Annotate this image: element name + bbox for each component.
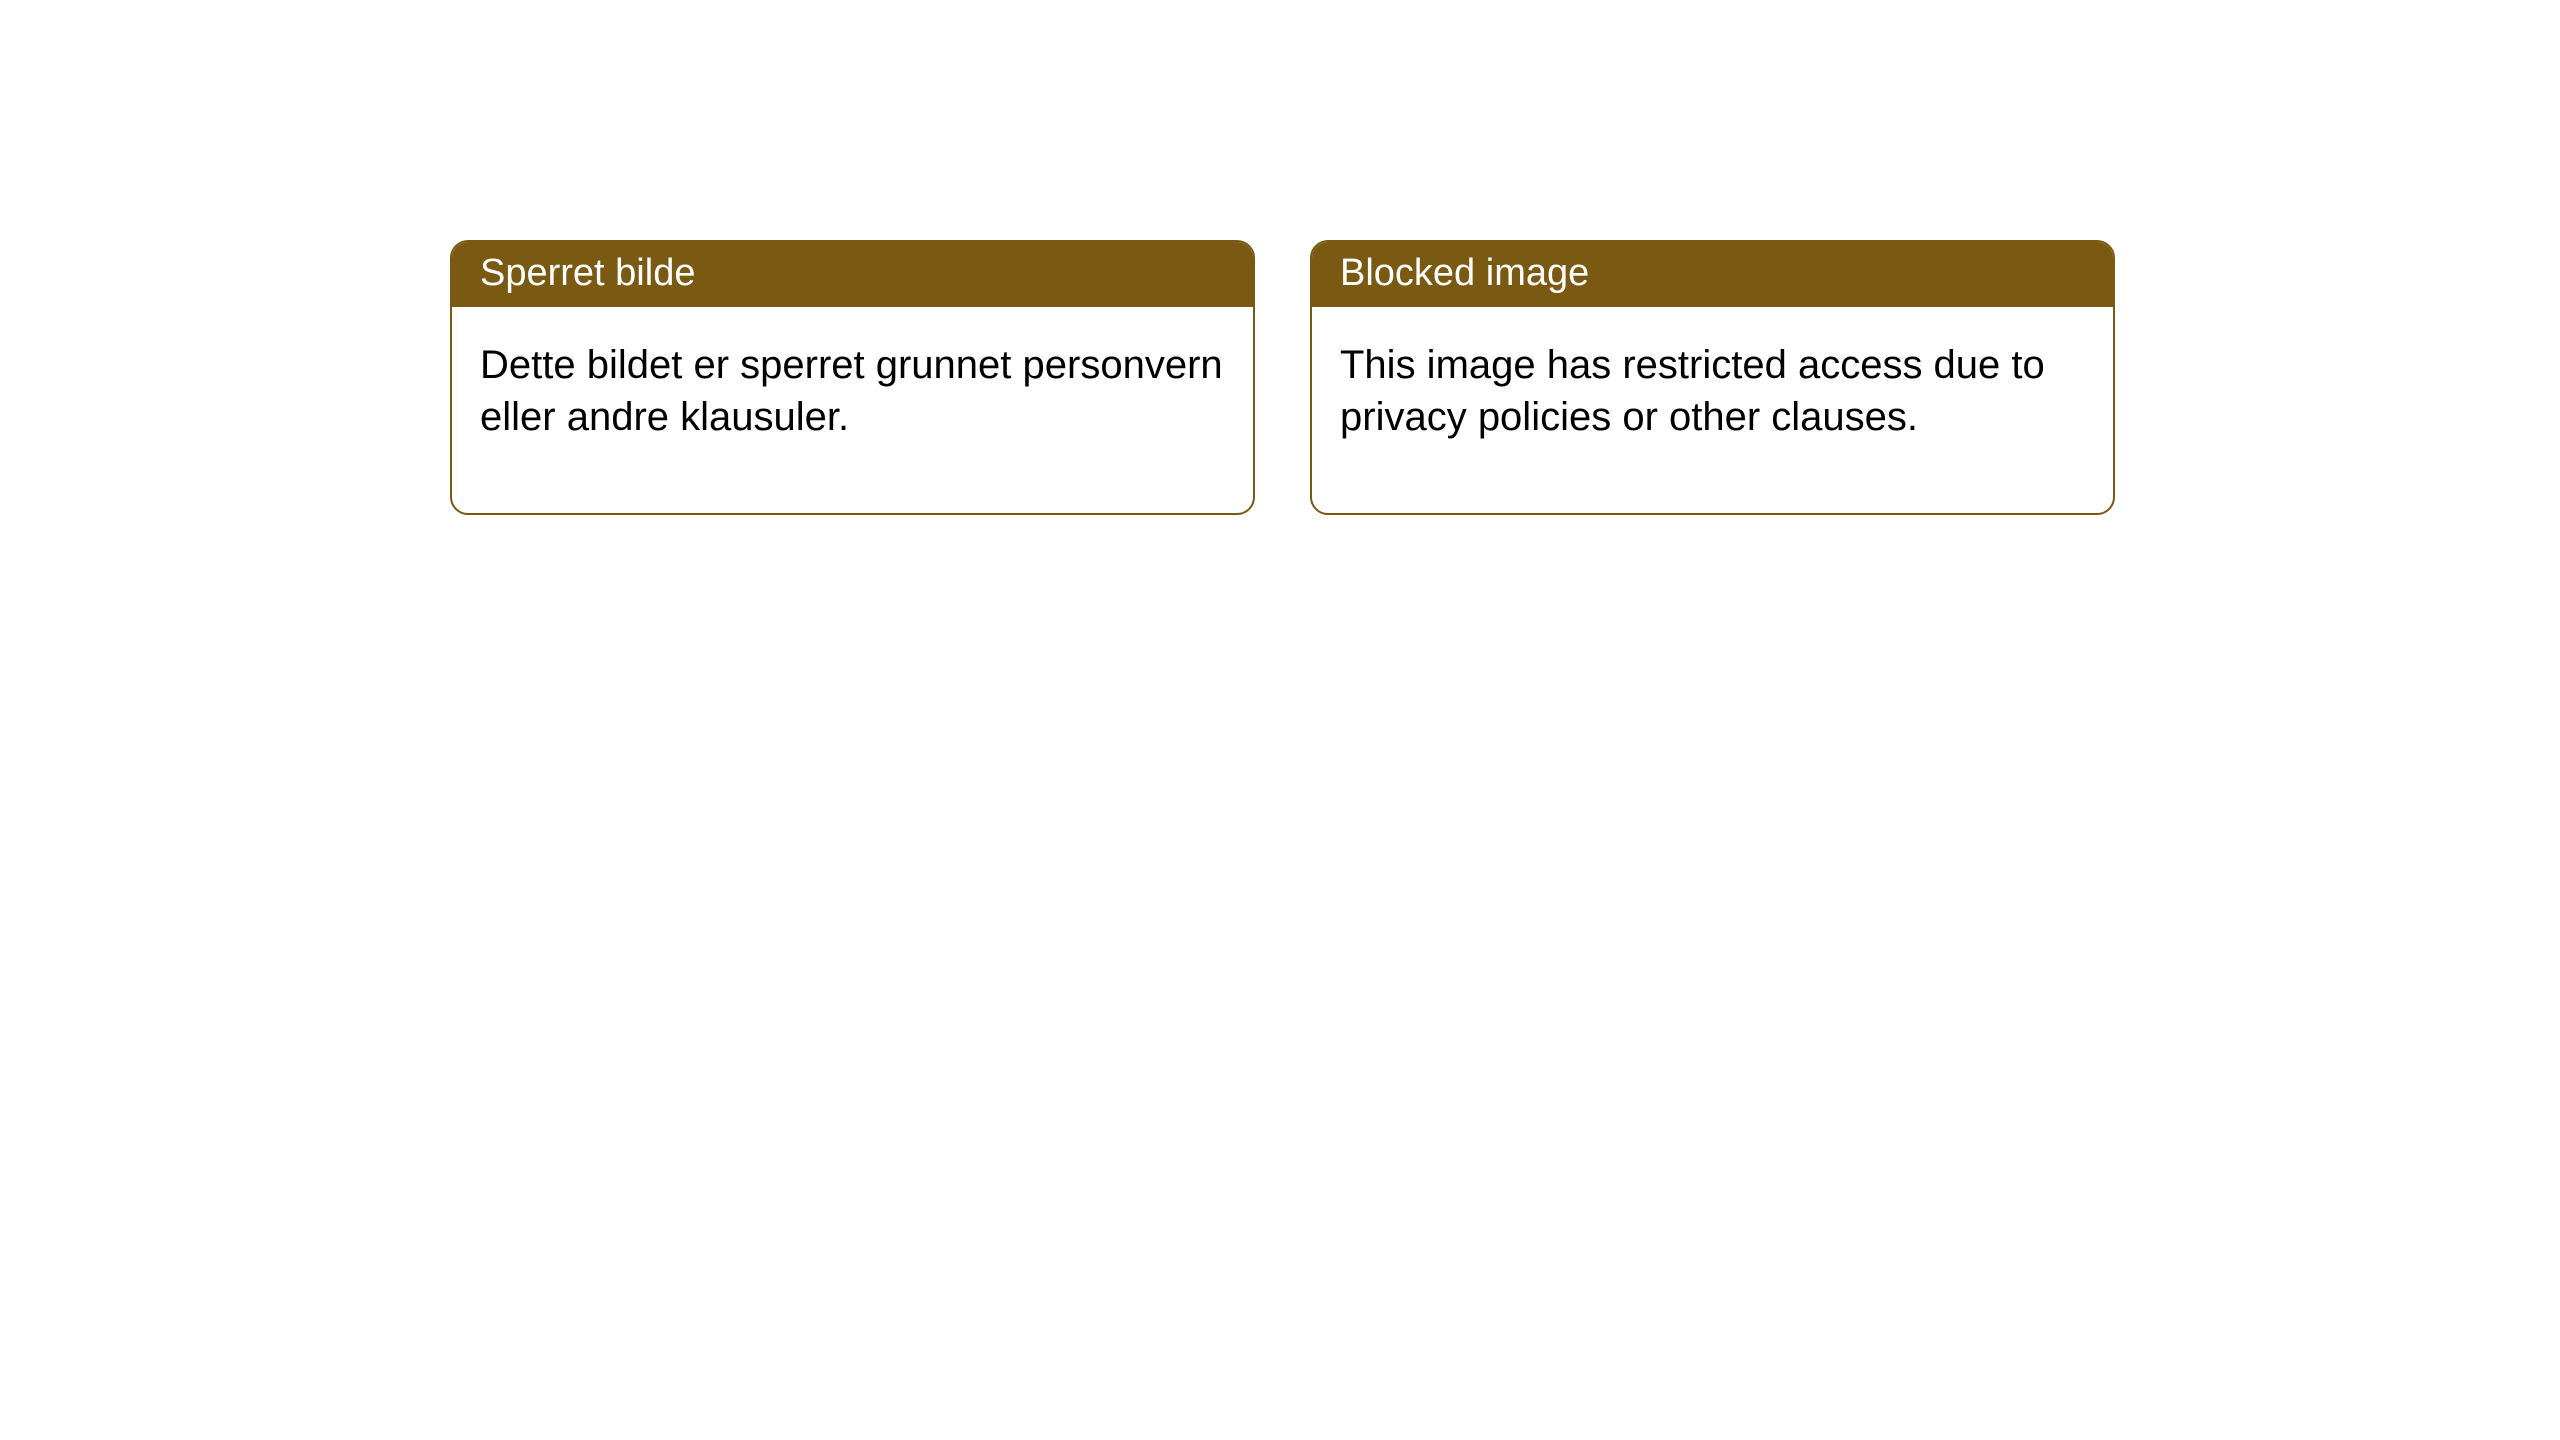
notice-cards-container: Sperret bilde Dette bildet er sperret gr… — [450, 240, 2115, 515]
card-title: Blocked image — [1340, 252, 1589, 294]
card-header: Sperret bilde — [452, 242, 1253, 307]
card-body: Dette bildet er sperret grunnet personve… — [452, 307, 1253, 513]
notice-card-norwegian: Sperret bilde Dette bildet er sperret gr… — [450, 240, 1255, 515]
card-body: This image has restricted access due to … — [1312, 307, 2113, 513]
card-header: Blocked image — [1312, 242, 2113, 307]
card-body-text: This image has restricted access due to … — [1340, 343, 2045, 439]
card-body-text: Dette bildet er sperret grunnet personve… — [480, 343, 1223, 439]
card-title: Sperret bilde — [480, 252, 695, 294]
notice-card-english: Blocked image This image has restricted … — [1310, 240, 2115, 515]
